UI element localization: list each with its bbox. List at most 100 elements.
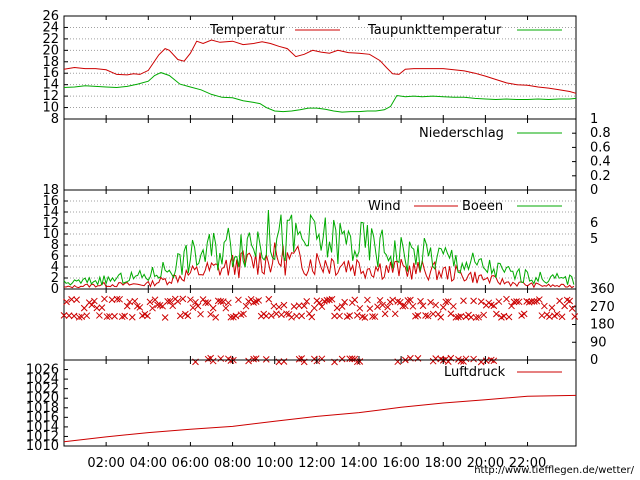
direction-point <box>407 296 414 304</box>
direction-point <box>209 357 217 365</box>
direction-point <box>338 355 346 363</box>
y-tick-label: 2 <box>51 271 59 286</box>
direction-point <box>424 312 432 320</box>
direction-point <box>151 296 159 304</box>
direction-point <box>283 310 290 318</box>
direction-point <box>179 295 187 303</box>
direction-point <box>166 297 174 305</box>
direction-point <box>280 301 288 309</box>
credit-url[interactable]: http://www.tiefflegen.de/wetter/ <box>474 465 634 476</box>
x-tick-label: 06:00 <box>172 456 209 471</box>
x-tick-label: 02:00 <box>87 456 124 471</box>
x-tick-label: 22:00 <box>509 456 546 471</box>
direction-point <box>176 312 184 320</box>
y-tick-label: 90 <box>590 335 607 350</box>
x-tick-label: 14:00 <box>340 456 377 471</box>
direction-point <box>209 304 217 312</box>
y-tick-label: 10 <box>42 227 59 242</box>
direction-point <box>341 298 349 306</box>
direction-point <box>444 358 452 365</box>
direction-point <box>558 313 566 321</box>
series-line-boeen <box>63 209 575 286</box>
direction-point <box>475 313 483 321</box>
direction-point <box>217 355 225 362</box>
y-tick-label: 4 <box>51 260 59 275</box>
y-tick-label: 1016 <box>26 410 59 425</box>
direction-point <box>235 296 242 304</box>
direction-point <box>189 304 197 312</box>
y-tick-label: 1014 <box>26 420 59 435</box>
direction-point <box>358 313 366 321</box>
direction-point <box>106 312 113 320</box>
direction-point <box>295 302 303 309</box>
direction-point <box>326 296 333 304</box>
direction-point <box>298 312 306 320</box>
y-tick-label: 180 <box>590 318 615 333</box>
direction-point <box>409 302 417 310</box>
direction-point <box>391 310 399 318</box>
direction-point <box>396 298 404 306</box>
direction-point <box>495 298 503 305</box>
direction-point <box>323 296 331 304</box>
direction-point <box>174 298 182 305</box>
y-tick-label: 10 <box>42 101 59 116</box>
x-tick-label: 12:00 <box>298 456 335 471</box>
direction-point <box>240 310 247 318</box>
y-tick-label: 1020 <box>26 391 59 406</box>
direction-point <box>452 314 460 321</box>
direction-point <box>401 302 409 310</box>
direction-point <box>374 303 381 311</box>
direction-point <box>227 313 235 321</box>
y-tick-label: 8 <box>51 238 59 253</box>
direction-point <box>548 304 556 312</box>
y-tick-label: 1010 <box>26 439 59 454</box>
direction-point <box>414 312 422 319</box>
direction-point <box>318 355 326 363</box>
direction-point <box>78 313 86 321</box>
direction-point <box>384 303 391 311</box>
direction-point <box>219 298 227 305</box>
direction-point <box>427 298 434 306</box>
x-tick-label: 08:00 <box>214 456 251 471</box>
direction-point <box>480 311 488 319</box>
y-tick-label: 6 <box>51 249 59 264</box>
direction-point <box>136 304 144 311</box>
panel-frame <box>63 288 577 361</box>
direction-point <box>346 355 354 363</box>
direction-point <box>217 298 225 305</box>
x-tick-label: 04:00 <box>130 456 167 471</box>
direction-point <box>103 313 111 321</box>
direction-point <box>561 302 568 310</box>
direction-point <box>439 304 447 311</box>
legend-label: Wind <box>368 199 401 214</box>
direction-point <box>116 295 123 303</box>
direction-point <box>490 357 498 365</box>
direction-point <box>262 312 270 320</box>
direction-point <box>505 313 513 321</box>
legend-label: Niederschlag <box>419 126 504 141</box>
direction-point <box>80 304 88 312</box>
direction-point <box>63 298 70 306</box>
series-line-wind <box>63 242 575 289</box>
direction-point <box>237 311 245 319</box>
direction-point <box>184 312 192 320</box>
y-tick-label: 1018 <box>26 401 59 416</box>
direction-point <box>207 310 215 318</box>
direction-point <box>197 310 204 318</box>
direction-point <box>73 296 80 304</box>
direction-point <box>520 310 528 318</box>
y-tick-label: 1022 <box>26 382 59 397</box>
y-tick-label: 0.2 <box>590 169 611 184</box>
direction-point <box>450 302 457 310</box>
y-tick-label: 24 <box>42 20 59 35</box>
y-tick-label: 1012 <box>26 429 59 444</box>
direction-point <box>75 313 83 321</box>
direction-point <box>161 314 169 321</box>
direction-point <box>566 297 574 305</box>
direction-point <box>192 298 199 306</box>
direction-point <box>376 296 384 304</box>
direction-point <box>300 302 308 310</box>
direction-point <box>305 310 313 318</box>
